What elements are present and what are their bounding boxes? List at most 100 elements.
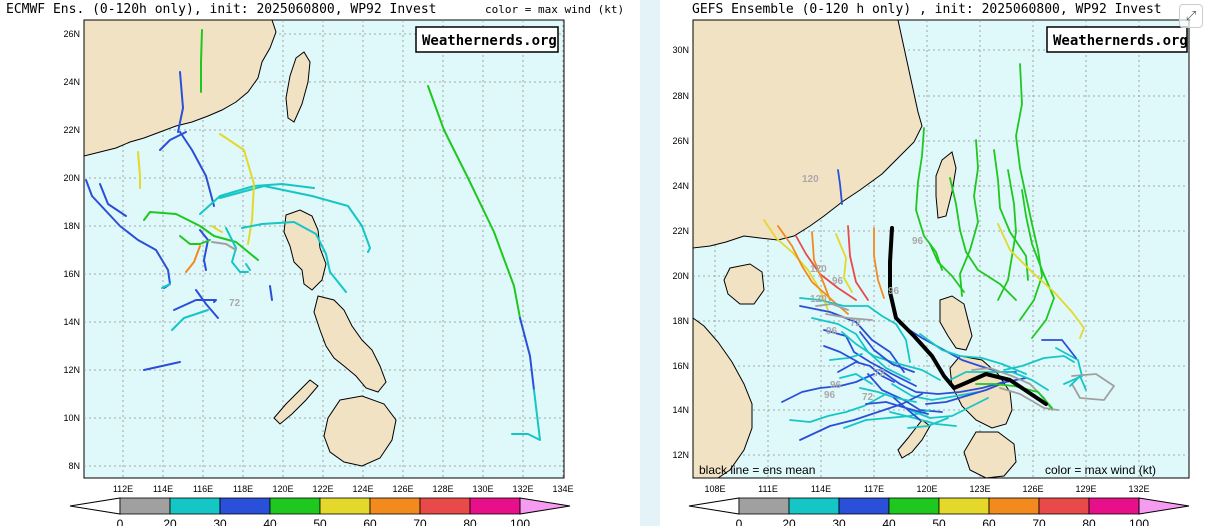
svg-text:72: 72 bbox=[862, 392, 874, 403]
palawan bbox=[273, 379, 319, 425]
gefs-track bbox=[829, 353, 863, 361]
gefs-track bbox=[997, 169, 1017, 301]
gefs-colorbar-bin bbox=[1088, 497, 1140, 515]
gefs-tracks bbox=[763, 63, 1115, 441]
ecmwf-colorbar-label: 40 bbox=[263, 517, 277, 526]
svg-text:color = max wind (kt): color = max wind (kt) bbox=[1045, 463, 1156, 477]
ecmwf-track bbox=[211, 241, 237, 251]
gefs-track bbox=[1041, 339, 1077, 359]
gefs-track bbox=[865, 401, 929, 415]
gefs-track bbox=[837, 361, 895, 383]
ecmwf-track bbox=[143, 361, 181, 371]
ecmwf-lon-label: 120E bbox=[272, 484, 293, 494]
gefs-track bbox=[799, 393, 923, 441]
ecmwf-watermark: Weathernerds.org bbox=[415, 26, 559, 53]
ecmwf-lat-label: 20N bbox=[63, 173, 80, 183]
ecmwf-colorbar-bin bbox=[469, 497, 521, 515]
ecmwf-lon-label: 132E bbox=[512, 484, 533, 494]
palawan bbox=[897, 419, 931, 459]
ecmwf-track-label: 72 bbox=[229, 298, 241, 309]
luzon bbox=[939, 295, 973, 351]
gefs-watermark: Weathernerds.org bbox=[1046, 26, 1188, 53]
gefs-track bbox=[811, 231, 831, 301]
gefs-track bbox=[1015, 63, 1043, 321]
gefs-track bbox=[889, 411, 957, 427]
gefs-track bbox=[841, 331, 941, 381]
gefs-colorbar-label: 30 bbox=[832, 517, 846, 526]
gefs-legend-left: black line = ens mean bbox=[699, 463, 815, 477]
gefs-track bbox=[1003, 355, 1075, 371]
ecmwf-grid bbox=[84, 20, 564, 478]
gefs-lon-label: 111E bbox=[758, 484, 778, 494]
ecmwf-track bbox=[211, 225, 223, 233]
ecmwf-lat-label: 16N bbox=[63, 269, 80, 279]
svg-text:96: 96 bbox=[824, 390, 836, 401]
ecmwf-colorbar-label: 80 bbox=[463, 517, 477, 526]
taiwan bbox=[935, 151, 957, 219]
ecmwf-track bbox=[225, 227, 249, 273]
mindanao bbox=[323, 395, 397, 467]
ecmwf-track bbox=[427, 85, 521, 319]
gefs-track bbox=[847, 225, 869, 301]
ecmwf-colorbar-label: 70 bbox=[413, 517, 427, 526]
ecmwf-track bbox=[171, 309, 209, 331]
gefs-track bbox=[815, 303, 849, 311]
ecmwf-track bbox=[219, 133, 255, 245]
gefs-track bbox=[1069, 375, 1087, 391]
ecmwf-lon-label: 116E bbox=[193, 484, 213, 494]
ecmwf-colorbar-label: 50 bbox=[313, 517, 327, 526]
taiwan bbox=[285, 51, 311, 123]
gefs-lat-label: 24N bbox=[672, 181, 689, 191]
ecmwf-track bbox=[161, 283, 171, 289]
ecmwf-track bbox=[269, 285, 273, 301]
gefs-colorbar-bin bbox=[1038, 497, 1090, 515]
luzon bbox=[283, 209, 327, 291]
ecmwf-track bbox=[143, 211, 259, 261]
ecmwf-lon-label: 124E bbox=[352, 484, 373, 494]
gefs-colorbar-label: 100 bbox=[1129, 517, 1149, 526]
gefs-track bbox=[835, 233, 853, 293]
gefs-track bbox=[893, 397, 921, 421]
vietnam bbox=[692, 317, 753, 479]
gefs-colorbar-bin bbox=[738, 497, 790, 515]
ecmwf-track bbox=[195, 289, 219, 319]
gefs-track bbox=[929, 243, 965, 293]
gefs-colorbar-bin bbox=[888, 497, 940, 515]
ecmwf-title: ECMWF Ens. (0-120h only), init: 20250608… bbox=[6, 2, 437, 17]
gefs-track bbox=[959, 139, 979, 297]
gefs-track bbox=[825, 313, 873, 321]
svg-text:120: 120 bbox=[810, 264, 827, 275]
gefs-track bbox=[915, 127, 943, 271]
ecmwf-track bbox=[245, 263, 251, 271]
ecmwf-tick-labels: 112E 114E 116E 118E 120E 122E 124E 126E 128E 130E… bbox=[63, 29, 573, 494]
ecmwf-colorbar-label: 0 bbox=[117, 517, 124, 526]
gefs-track bbox=[949, 177, 1017, 301]
ecmwf-track bbox=[219, 185, 371, 253]
gefs-lat-label: 16N bbox=[672, 361, 689, 371]
ecmwf-lat-label: 18N bbox=[63, 221, 80, 231]
china-coast bbox=[83, 19, 277, 157]
gefs-lat-label: 30N bbox=[672, 45, 689, 55]
ecmwf-lat-label: 10N bbox=[63, 413, 80, 423]
ecmwf-lon-label: 126E bbox=[392, 484, 413, 494]
gefs-track bbox=[975, 383, 1053, 409]
ecmwf-track bbox=[159, 131, 187, 151]
svg-text:Weathernerds.org: Weathernerds.org bbox=[422, 33, 557, 49]
gefs-lon-label: 120E bbox=[916, 484, 937, 494]
ecmwf-colorbar: 0 20 30 40 50 60 70 80 100 bbox=[69, 497, 571, 526]
gefs-legend-right: color = max wind (kt) bbox=[1045, 463, 1156, 477]
gefs-colorbar-bin bbox=[788, 497, 840, 515]
gefs-track bbox=[859, 331, 915, 373]
svg-text:96: 96 bbox=[888, 286, 900, 297]
ecmwf-track bbox=[200, 29, 203, 93]
gefs-colorbar-label: 70 bbox=[1032, 517, 1046, 526]
gefs-lon-label: 108E bbox=[704, 484, 725, 494]
hainan bbox=[723, 263, 765, 305]
svg-text:96: 96 bbox=[830, 380, 842, 391]
expand-icon[interactable]: ⤢ bbox=[1179, 4, 1203, 28]
ecmwf-lon-label: 114E bbox=[153, 484, 173, 494]
gefs-lon-label: 132E bbox=[1128, 484, 1149, 494]
ecmwf-colorbar-high bbox=[519, 497, 571, 515]
gefs-colorbar-low bbox=[688, 497, 740, 515]
ecmwf-lon-label: 134E bbox=[552, 484, 573, 494]
